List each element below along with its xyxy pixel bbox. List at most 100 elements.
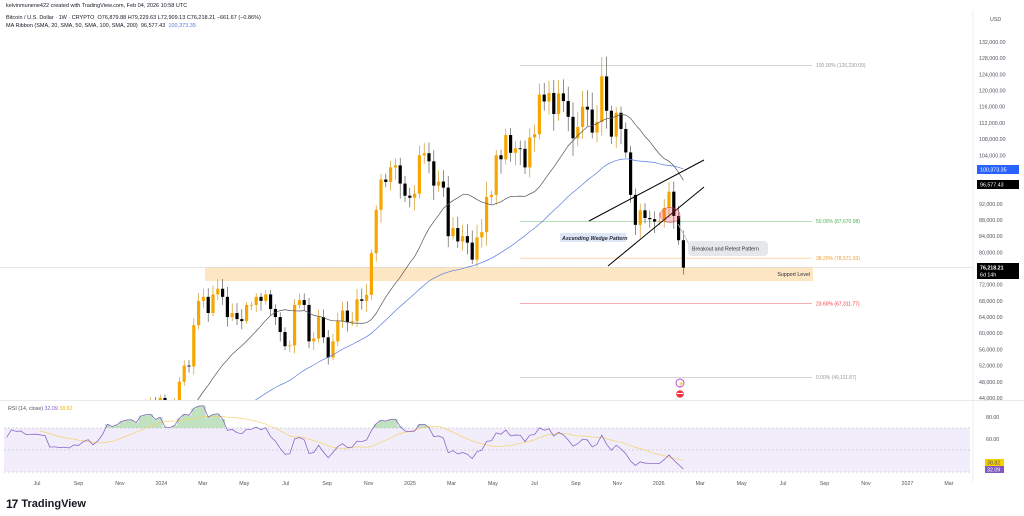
- candle: [427, 142, 431, 174]
- currency-label[interactable]: USD: [990, 17, 1001, 23]
- candle: [643, 203, 647, 224]
- candle-body: [312, 338, 316, 342]
- candle-body: [177, 381, 181, 400]
- last-price-tag: [977, 263, 1019, 279]
- candle: [317, 309, 321, 343]
- candle: [571, 102, 575, 156]
- fib-level-label: 100.00% (126,230.09): [816, 63, 866, 69]
- candle: [437, 170, 441, 192]
- rsi-tick-80: 80.00: [986, 415, 999, 421]
- candle: [461, 224, 465, 251]
- candle: [547, 80, 551, 115]
- candle: [552, 80, 556, 131]
- candle-body: [197, 300, 201, 326]
- candle: [528, 128, 532, 178]
- candle-body: [557, 93, 561, 115]
- candle-body: [374, 209, 378, 254]
- rsi-overbought-segment: [383, 421, 389, 428]
- breakout-highlight[interactable]: [659, 207, 681, 223]
- price-tick: 64,000.00: [979, 315, 1003, 321]
- ma50-price-tag-text: 100,373.35: [980, 168, 1007, 174]
- price-tick: 92,000.00: [979, 202, 1003, 208]
- tradingview-logo[interactable]: 17 TradingView: [6, 497, 86, 511]
- time-tick: May: [239, 481, 249, 487]
- price-tick: 132,000.00: [979, 40, 1006, 46]
- wedge-label[interactable]: Ascending Wedge Pattern: [561, 236, 628, 242]
- candle-body: [365, 294, 369, 301]
- support-zone[interactable]: Support Level: [205, 267, 813, 282]
- candle-body: [633, 194, 637, 225]
- fib-retracement[interactable]: 100.00% (126,230.09) 50.00% (87,670.98) 38…: [520, 63, 866, 381]
- candle: [360, 288, 364, 310]
- candle-body: [595, 122, 599, 133]
- rsi-overbought-segment: [119, 421, 125, 428]
- ma50-line: [254, 158, 684, 400]
- candle: [590, 92, 594, 139]
- rsi-title[interactable]: RSI (14, close) 32.09 38.82: [8, 406, 73, 412]
- time-tick: 2024: [155, 481, 167, 487]
- candle-body: [153, 399, 157, 400]
- tv-logo-text: TradingView: [21, 498, 86, 510]
- time-axis[interactable]: Jul Sep Nov 2024 Mar May Jul Sep Nov 2025 Mar May Ju…: [34, 481, 954, 487]
- candle-body: [475, 237, 479, 260]
- candle-body: [485, 196, 489, 233]
- candle: [441, 170, 445, 197]
- rsi-overbought-segment: [114, 424, 120, 428]
- candle: [278, 312, 282, 342]
- candle-body: [653, 219, 657, 222]
- time-tick: Nov: [364, 481, 374, 487]
- candle-body: [216, 288, 220, 295]
- candle-body: [499, 155, 503, 160]
- breakout-callout[interactable]: [688, 241, 768, 256]
- candle: [408, 187, 412, 208]
- ma-ribbon-label[interactable]: MA Ribbon (SMA, 20, SMA, 50, SMA, 100, S…: [6, 23, 138, 29]
- candle-body: [163, 397, 167, 400]
- time-tick: Nov: [115, 481, 125, 487]
- candle: [489, 190, 493, 204]
- candle: [480, 218, 484, 248]
- time-tick: May: [737, 481, 747, 487]
- last-price-text: 76,218.21: [980, 266, 1004, 272]
- candle-body: [182, 365, 186, 382]
- candle: [585, 90, 589, 126]
- candle-body: [681, 240, 685, 268]
- time-tick: Mar: [198, 481, 207, 487]
- price-axis[interactable]: 132,000.00 128,000.00 124,000.00 120,000.00…: [979, 40, 1006, 402]
- price-tick: 112,000.00: [979, 121, 1005, 127]
- fib-level-label: 38.20% (78,571.03): [816, 256, 860, 262]
- candles: [145, 56, 685, 400]
- rsi-overbought-segment: [172, 425, 177, 428]
- candle: [451, 217, 455, 240]
- ohlc-values: O76,879.88 H79,229.63 L72,909.13 C76,218…: [97, 15, 261, 21]
- candle: [413, 185, 417, 211]
- candle: [638, 203, 642, 238]
- candle-body: [513, 148, 517, 153]
- price-tick: 60,000.00: [979, 331, 1003, 337]
- time-tick: Sep: [820, 481, 829, 487]
- support-zone-rect: [205, 267, 813, 282]
- candle: [312, 332, 316, 351]
- candle-body: [523, 148, 527, 168]
- candle-body: [518, 148, 522, 150]
- candle: [417, 145, 421, 199]
- symbol-name[interactable]: Bitcoin / U.S. Dollar · 1W · CRYPTO: [6, 15, 95, 21]
- candle-body: [451, 228, 455, 237]
- candle-body: [489, 194, 493, 197]
- time-tick: Jul: [34, 481, 41, 487]
- rsi-value: 32.09: [45, 406, 58, 412]
- wedge-lower-line[interactable]: [607, 186, 705, 267]
- candle-body: [441, 181, 445, 188]
- candle: [245, 302, 249, 324]
- candle-body: [297, 300, 301, 305]
- event-icon[interactable]: [675, 378, 685, 388]
- wedge-upper-line[interactable]: [588, 159, 705, 222]
- candle: [614, 107, 618, 148]
- callout-connector: [677, 223, 691, 247]
- candle-body: [345, 310, 349, 323]
- candle-body: [643, 210, 647, 218]
- rsi-overbought-segment: [421, 424, 427, 428]
- time-tick: Nov: [861, 481, 871, 487]
- candle-body: [221, 288, 225, 297]
- rsi-tag: [985, 466, 1004, 473]
